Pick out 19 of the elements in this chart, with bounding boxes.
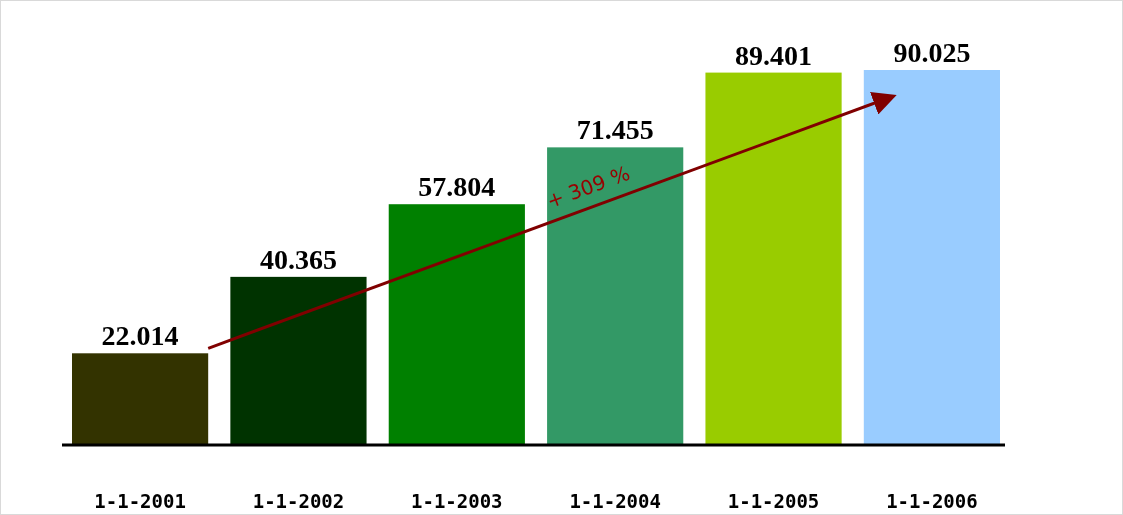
bar xyxy=(230,276,367,445)
bar xyxy=(547,147,684,445)
x-tick-label: 1-1-2001 xyxy=(94,490,186,512)
data-label: 89.401 xyxy=(735,39,813,71)
x-tick-label: 1-1-2005 xyxy=(727,490,820,512)
x-tick-label: 1-1-2003 xyxy=(411,490,503,512)
annotation: + 309 % xyxy=(543,160,633,214)
data-label: 90.025 xyxy=(893,37,971,68)
bar xyxy=(705,72,842,445)
x-tick-label: 1-1-2006 xyxy=(886,490,978,512)
bar xyxy=(863,70,1000,445)
data-label: 71.455 xyxy=(576,114,654,146)
x-tick-label: 1-1-2002 xyxy=(252,490,345,512)
bar xyxy=(72,353,209,445)
x-tick-label: 1-1-2004 xyxy=(569,490,661,512)
data-label: 22.014 xyxy=(101,320,179,352)
data-label: 57.804 xyxy=(418,171,496,203)
data-label: 40.365 xyxy=(259,243,337,275)
bar xyxy=(388,204,525,445)
